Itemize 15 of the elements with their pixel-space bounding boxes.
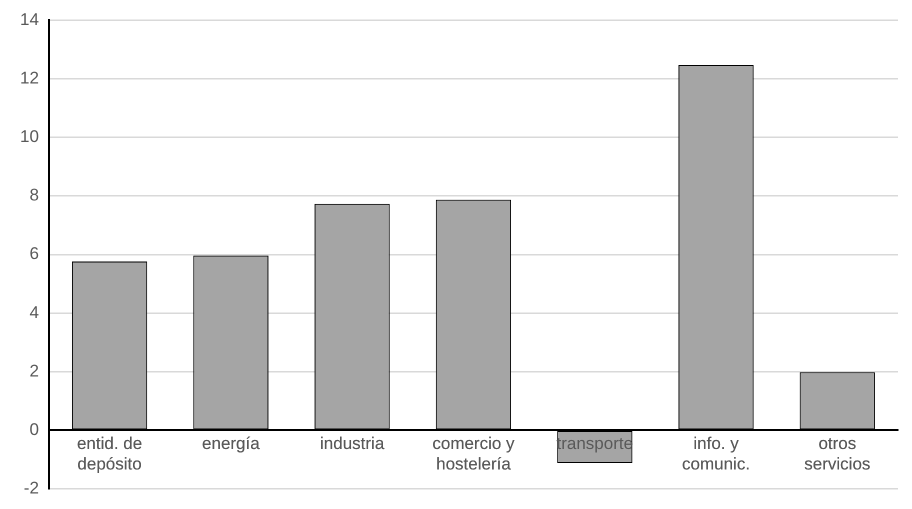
y-tick-label: 0 xyxy=(29,420,39,439)
y-tick-label: -2 xyxy=(24,478,39,498)
y-tick-label: 4 xyxy=(29,302,39,322)
y-tick-label: 6 xyxy=(29,244,39,264)
y-tick-label: 12 xyxy=(20,68,39,88)
y-tick-label: 2 xyxy=(29,361,39,380)
x-tick-label: comercio y hostelería xyxy=(432,434,516,474)
x-tick-label: otros servicios xyxy=(804,434,870,474)
y-tick-label: 14 xyxy=(20,10,39,29)
x-tick-label: entid. de depósito xyxy=(76,434,142,474)
x-tick-label: info. y comunic. xyxy=(682,434,750,474)
x-tick-label: industria xyxy=(320,434,385,454)
y-tick-label: 8 xyxy=(29,186,39,205)
y-tick-label: 10 xyxy=(20,127,39,146)
x-tick-label: energía xyxy=(202,434,260,454)
